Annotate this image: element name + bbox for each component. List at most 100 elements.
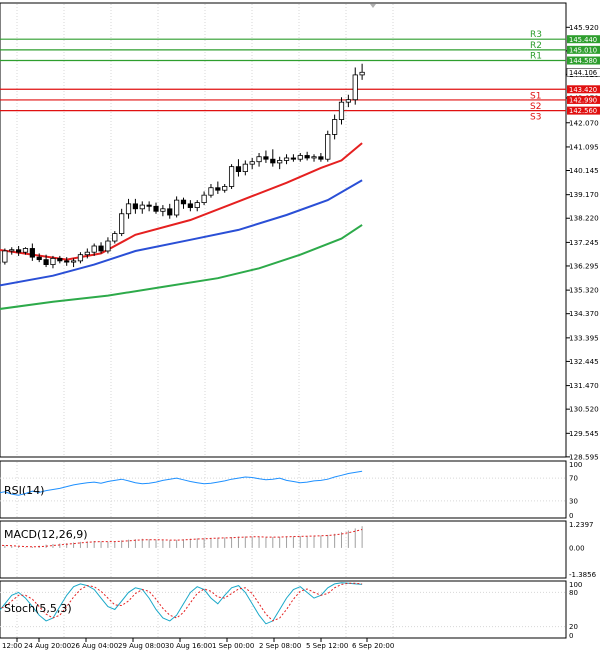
candle-bull (106, 241, 110, 251)
y-tick-label: 145.920 (569, 23, 599, 32)
candle-bear (168, 209, 172, 215)
candle-bull (140, 205, 144, 209)
x-tick-label: 5 Sep 12:00 (306, 642, 348, 650)
candle-bull (298, 155, 302, 159)
x-tick-label: 12:00 (2, 642, 22, 650)
x-tick-label: 29 Aug 08:00 (118, 642, 165, 650)
x-tick-label: 26 Aug 04:00 (71, 642, 118, 650)
candle-bull (85, 252, 89, 254)
candle-bear (305, 155, 309, 157)
candle-bear (181, 200, 185, 204)
candle-bear (58, 258, 62, 260)
rsi-tick-label: 0 (569, 512, 573, 520)
level-price-label-s1: 143.420 (569, 86, 597, 94)
rsi-tick-label: 70 (569, 475, 578, 483)
candle-bull (71, 261, 75, 262)
candle-bull (92, 246, 96, 252)
macd-tick-label: 0.00 (569, 544, 585, 552)
y-tick-label: 132.445 (569, 357, 599, 366)
y-tick-label: 136.295 (569, 261, 599, 270)
level-name-s3: S3 (530, 113, 541, 123)
level-price-label-s3: 142.560 (569, 107, 597, 115)
stoch-tick-label: 20 (569, 623, 578, 631)
level-price-label-r2: 145.010 (569, 46, 597, 54)
candle-bear (188, 204, 192, 208)
candle-bull (161, 209, 165, 211)
candle-bull (332, 120, 336, 135)
candle-bear (133, 204, 137, 209)
candle-bull (113, 234, 117, 241)
level-price-label-r1: 144.580 (569, 57, 597, 65)
candle-bear (154, 206, 158, 211)
level-name-r1: R1 (530, 52, 542, 62)
candle-bull (339, 102, 343, 119)
candle-bear (319, 157, 323, 159)
pane-frame-stoch (0, 581, 566, 638)
candle-bull (223, 186, 227, 190)
stoch-label: Stoch(5,5,3) (4, 602, 72, 615)
candle-bull (209, 188, 213, 195)
candle-bull (174, 200, 178, 215)
y-tick-label: 140.145 (569, 166, 599, 175)
level-name-r2: R2 (530, 41, 542, 51)
candle-bull (78, 255, 82, 261)
y-tick-label: 133.395 (569, 333, 599, 342)
y-tick-label: 137.245 (569, 238, 599, 247)
rsi-label: RSI(14) (4, 484, 44, 497)
candle-bull (10, 250, 14, 251)
macd-label: MACD(12,26,9) (4, 528, 88, 541)
pane-frame-main (0, 3, 566, 457)
x-tick-label: 2 Sep 08:00 (259, 642, 301, 650)
rsi-tick-label: 100 (569, 461, 582, 469)
candle-bear (30, 248, 34, 257)
y-tick-label: 134.370 (569, 309, 599, 318)
candle-bear (65, 261, 69, 262)
candle-bull (126, 204, 130, 214)
candle-bull (250, 162, 254, 164)
level-name-r3: R3 (530, 30, 542, 40)
x-tick-label: 1 Sep 00:00 (212, 642, 254, 650)
candle-bull (119, 214, 123, 234)
level-price-label-s2: 142.990 (569, 97, 597, 105)
candle-bull (51, 258, 55, 264)
pane-frame-rsi (0, 461, 566, 518)
candle-bull (202, 195, 206, 202)
candle-bear (236, 167, 240, 172)
candle-bear (44, 260, 48, 265)
stoch-tick-label: 0 (569, 632, 573, 640)
rsi-tick-label: 30 (569, 497, 578, 505)
y-tick-label: 131.470 (569, 381, 599, 390)
level-price-label-r3: 145.440 (569, 36, 597, 44)
y-tick-label: 139.170 (569, 190, 599, 199)
y-tick-label: 138.220 (569, 214, 599, 223)
candle-bull (229, 167, 233, 187)
candle-bull (326, 134, 330, 159)
candle-bull (312, 157, 316, 158)
y-tick-label: 135.320 (569, 286, 599, 295)
candle-bear (16, 250, 20, 252)
candle-bull (257, 157, 261, 162)
candle-bear (37, 257, 41, 259)
candle-bull (3, 251, 7, 262)
candle-bull (360, 72, 364, 75)
y-tick-label: 142.070 (569, 118, 599, 127)
candle-bull (195, 203, 199, 208)
x-tick-label: 6 Sep 20:00 (352, 642, 394, 650)
candle-bear (264, 157, 268, 159)
x-tick-label: 30 Aug 16:00 (165, 642, 212, 650)
candle-bull (23, 248, 27, 252)
y-tick-label: 129.545 (569, 429, 599, 438)
macd-tick-label: -1.3856 (569, 571, 597, 579)
candle-bull (346, 100, 350, 102)
candle-bull (353, 75, 357, 100)
candle-bull (277, 160, 281, 162)
stoch-tick-label: 80 (569, 589, 578, 597)
stoch-tick-label: 100 (569, 581, 582, 589)
candle-bear (271, 159, 275, 163)
current-price-label: 144.106 (569, 69, 597, 77)
macd-tick-label: 1.2397 (569, 521, 594, 529)
y-tick-label: 130.520 (569, 405, 599, 414)
x-tick-label: 24 Aug 20:00 (24, 642, 71, 650)
